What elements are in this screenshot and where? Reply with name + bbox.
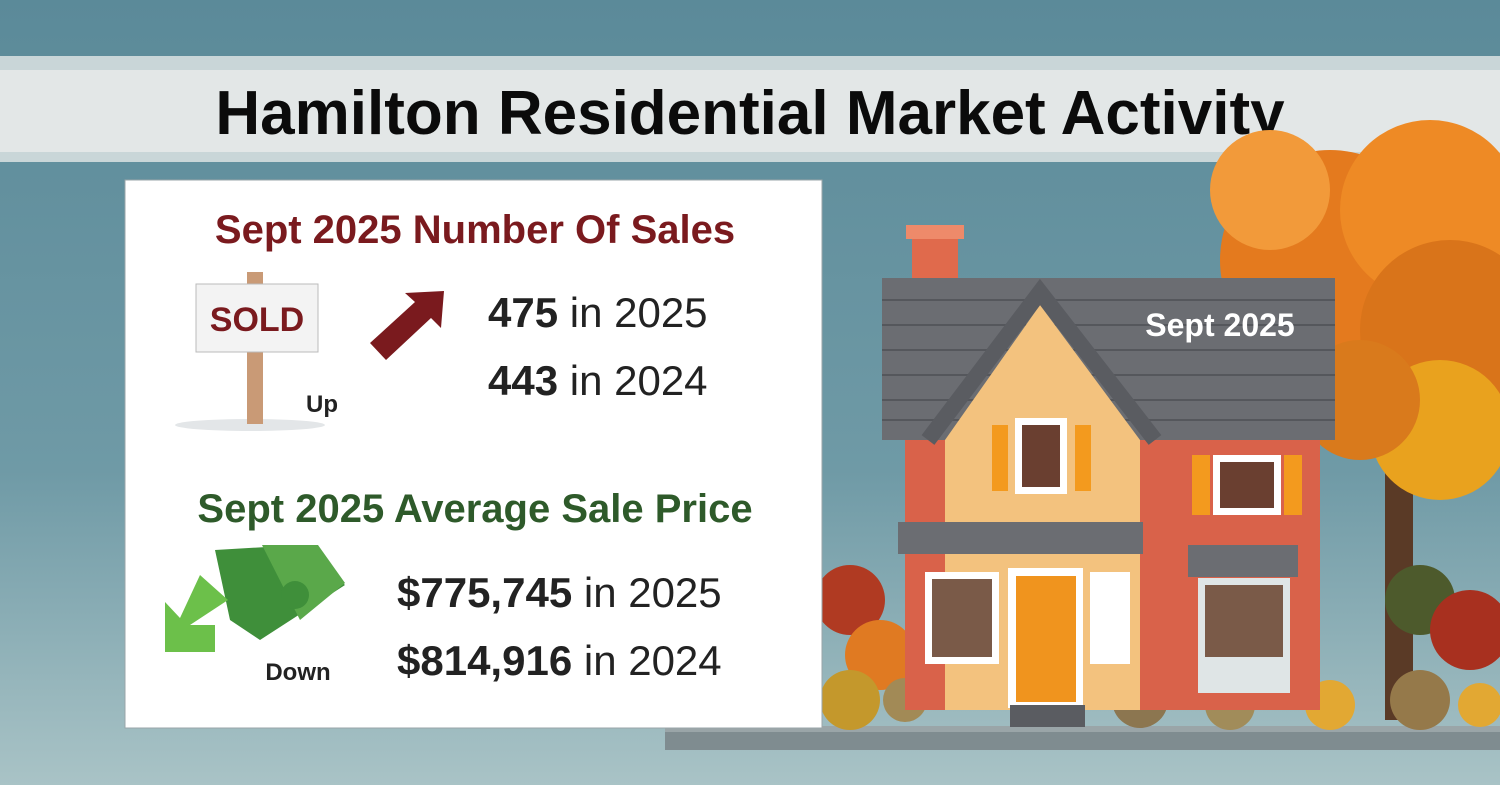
price-value: $775,745	[397, 569, 572, 616]
price-direction: Down	[265, 659, 330, 686]
sales-heading: Sept 2025 Number Of Sales	[215, 208, 735, 252]
price-row: $775,745 in 2025	[397, 569, 722, 616]
sales-year: in 2025	[570, 289, 708, 336]
house-part	[1220, 462, 1274, 508]
tree-part	[1210, 130, 1330, 250]
sales-direction: Up	[306, 391, 338, 418]
sold-sign-part	[175, 419, 325, 431]
platform	[665, 726, 1500, 750]
sales-row: 475 in 2025	[488, 289, 708, 336]
sold-sign	[175, 272, 325, 431]
money-icon-part	[281, 581, 309, 609]
platform-part	[665, 726, 1500, 732]
money-icon-part	[165, 575, 228, 652]
price-year: in 2025	[584, 569, 722, 616]
sign-text: SOLD	[210, 301, 304, 339]
sold-sign-part	[195, 283, 319, 353]
title-band-part	[0, 152, 1500, 162]
stats-panel	[124, 179, 823, 729]
house-part	[1205, 585, 1283, 657]
bushes-part	[1430, 590, 1500, 670]
house-label: Sept 2025	[1145, 307, 1294, 343]
money-icon-part	[262, 545, 345, 620]
sales-value: 443	[488, 357, 558, 404]
bushes-part	[1390, 670, 1450, 730]
sales-value: 475	[488, 289, 558, 336]
money-icon	[165, 545, 345, 652]
house-part	[1022, 425, 1060, 487]
house-part	[992, 425, 1008, 491]
house-part	[1010, 705, 1085, 727]
price-heading: Sept 2025 Average Sale Price	[197, 487, 752, 531]
house-part	[1284, 455, 1302, 515]
page-title: Hamilton Residential Market Activity	[215, 79, 1285, 148]
house-part	[1188, 545, 1298, 577]
price-value: $814,916	[397, 637, 572, 684]
title-band-part	[0, 56, 1500, 70]
house-part	[1090, 572, 1130, 664]
platform-part	[665, 730, 1500, 750]
bushes-part	[815, 565, 885, 635]
house-part	[1075, 425, 1091, 491]
bushes-part	[820, 670, 880, 730]
house-part	[1016, 576, 1076, 702]
sales-year: in 2024	[570, 357, 708, 404]
house-part	[906, 225, 964, 239]
price-year: in 2024	[584, 637, 722, 684]
house-part	[898, 522, 1143, 554]
house	[882, 225, 1335, 727]
bushes-part	[1458, 683, 1500, 727]
house-part	[1192, 455, 1210, 515]
sales-row: 443 in 2024	[488, 357, 708, 404]
price-row: $814,916 in 2024	[397, 637, 722, 684]
house-part	[921, 278, 1162, 445]
house-part	[932, 579, 992, 657]
up-arrow	[370, 291, 444, 360]
bushes-part	[845, 620, 915, 690]
title-band	[0, 56, 1500, 162]
